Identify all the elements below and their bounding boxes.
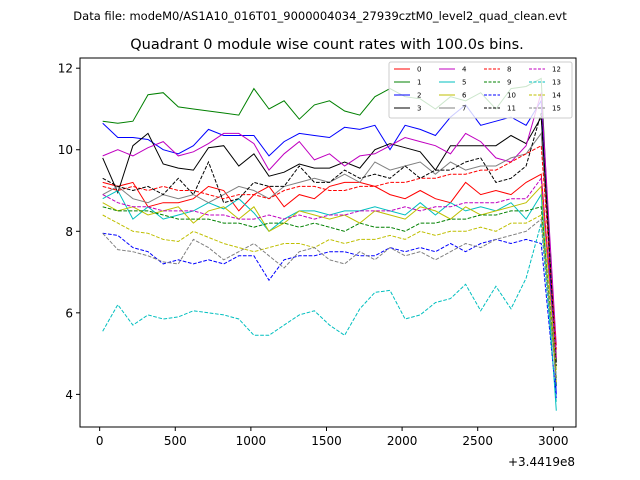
legend-label-14: 14 bbox=[552, 92, 561, 100]
series-line-13 bbox=[102, 222, 557, 403]
legend-label-15: 15 bbox=[552, 105, 561, 113]
y-tick-label: 12 bbox=[58, 62, 73, 76]
legend-label-11: 11 bbox=[507, 105, 516, 113]
x-tick-label: 0 bbox=[96, 434, 104, 448]
legend-label-2: 2 bbox=[417, 92, 421, 100]
series-line-9 bbox=[102, 206, 557, 379]
series-line-4 bbox=[102, 92, 557, 346]
legend-label-12: 12 bbox=[552, 66, 561, 74]
series-line-3 bbox=[102, 115, 557, 362]
legend-label-5: 5 bbox=[462, 79, 466, 87]
legend-label-8: 8 bbox=[507, 66, 511, 74]
x-tick-label: 2500 bbox=[462, 434, 493, 448]
y-tick-label: 6 bbox=[65, 306, 73, 320]
y-tick-label: 4 bbox=[65, 388, 73, 402]
chart-title: Quadrant 0 module wise count rates with … bbox=[130, 37, 524, 53]
legend-label-7: 7 bbox=[462, 105, 466, 113]
series-line-10 bbox=[102, 232, 557, 399]
x-tick-label: 1000 bbox=[236, 434, 267, 448]
series-line-8 bbox=[102, 144, 557, 350]
series-line-2 bbox=[102, 99, 557, 395]
series-line-5 bbox=[102, 189, 557, 411]
y-tick-label: 10 bbox=[58, 143, 73, 157]
series-line-14 bbox=[102, 214, 557, 383]
x-tick-label: 2000 bbox=[387, 434, 418, 448]
x-offset-label: +3.4419e8 bbox=[508, 455, 575, 469]
legend-label-10: 10 bbox=[507, 92, 516, 100]
legend-label-3: 3 bbox=[417, 105, 421, 113]
legend-label-4: 4 bbox=[462, 66, 467, 74]
series-line-0 bbox=[102, 173, 557, 358]
y-tick-label: 8 bbox=[65, 225, 73, 239]
series-line-15 bbox=[102, 218, 557, 379]
legend-label-13: 13 bbox=[552, 79, 561, 87]
x-tick-label: 500 bbox=[164, 434, 187, 448]
plot-frame bbox=[79, 57, 577, 428]
x-tick-label: 1500 bbox=[311, 434, 342, 448]
datafile-label: Data file: modeM0/AS1A10_016T01_90000040… bbox=[73, 9, 567, 23]
legend-label-0: 0 bbox=[417, 66, 421, 74]
legend-label-9: 9 bbox=[507, 79, 511, 87]
x-tick-label: 3000 bbox=[538, 434, 569, 448]
series-line-1 bbox=[102, 77, 557, 387]
legend-box bbox=[388, 61, 573, 119]
series-line-6 bbox=[102, 185, 557, 370]
series-line-12 bbox=[102, 176, 557, 358]
legend-label-1: 1 bbox=[417, 79, 421, 87]
legend-label-6: 6 bbox=[462, 92, 467, 100]
plot-lines bbox=[102, 77, 557, 411]
series-line-11 bbox=[102, 112, 557, 366]
